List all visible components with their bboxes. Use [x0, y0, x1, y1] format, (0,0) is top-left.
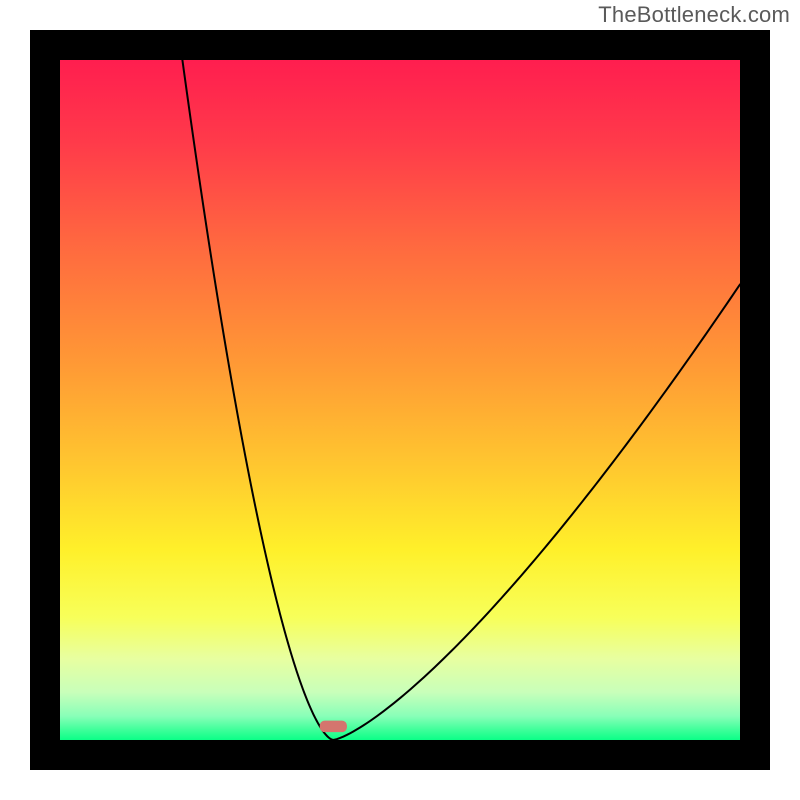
- watermark-text: TheBottleneck.com: [598, 2, 790, 28]
- bottleneck-chart: [0, 0, 800, 800]
- optimum-marker: [320, 721, 347, 733]
- chart-background: [60, 60, 740, 740]
- chart-container: { "watermark": "TheBottleneck.com", "cha…: [0, 0, 800, 800]
